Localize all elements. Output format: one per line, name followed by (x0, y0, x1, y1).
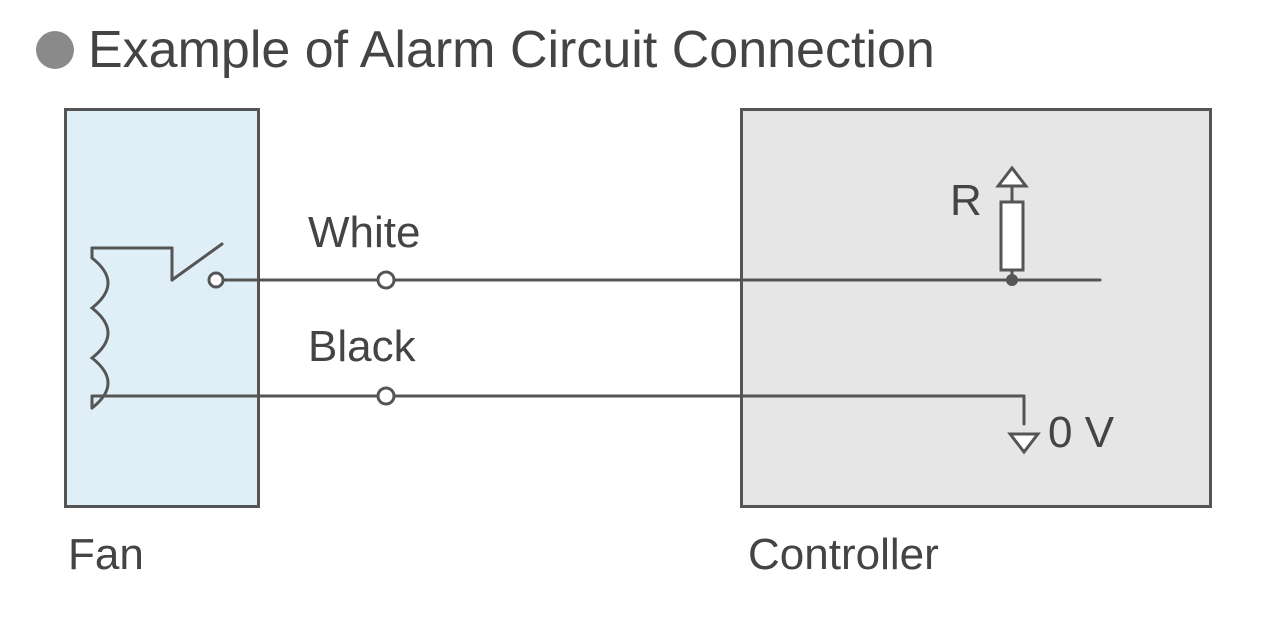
circuit-diagram-svg (0, 0, 1280, 640)
